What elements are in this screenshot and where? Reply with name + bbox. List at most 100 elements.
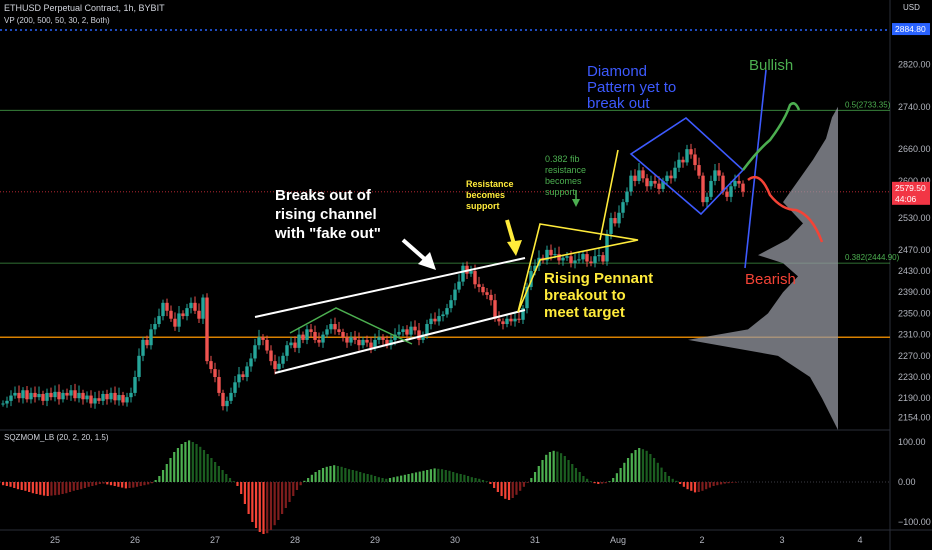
- candle-body: [49, 392, 53, 398]
- momentum-bar: [723, 482, 726, 484]
- momentum-bar: [20, 482, 23, 490]
- candle-body: [517, 318, 521, 320]
- candle-body: [305, 329, 309, 340]
- momentum-bar: [42, 482, 46, 496]
- candle-body: [637, 170, 641, 181]
- momentum-bar: [418, 471, 421, 482]
- candle-body: [441, 314, 445, 317]
- candle-body: [545, 249, 549, 261]
- price-tick-label: 2530.00: [898, 213, 931, 223]
- momentum-bar: [344, 468, 347, 482]
- yellow-arrow-shaft: [505, 219, 516, 245]
- time-tick-label: Aug: [610, 535, 626, 545]
- price-tick-label: 2820.00: [898, 59, 931, 69]
- annotation-diamond: break out: [587, 95, 650, 112]
- momentum-bar: [444, 470, 447, 482]
- momentum-bar: [556, 451, 559, 482]
- momentum-bar: [608, 481, 611, 482]
- annotation-pennant: Rising Pennant: [544, 270, 653, 287]
- annotation-bullish: Bullish: [749, 57, 793, 74]
- candle-body: [633, 175, 637, 181]
- momentum-bar: [299, 482, 302, 486]
- candle-body: [269, 350, 273, 362]
- momentum-bar: [630, 453, 633, 482]
- candle-body: [401, 329, 405, 332]
- momentum-bar: [504, 482, 507, 499]
- momentum-bar: [653, 458, 656, 482]
- momentum-bar: [411, 473, 414, 482]
- momentum-bar: [139, 482, 142, 486]
- momentum-bar: [734, 482, 738, 483]
- momentum-bar: [87, 482, 90, 487]
- price-tick-label: 2430.00: [898, 266, 931, 276]
- candle-body: [741, 183, 745, 192]
- momentum-bar: [667, 476, 671, 482]
- momentum-bar: [340, 466, 343, 482]
- annotation-fib: resistance: [545, 165, 586, 175]
- momentum-bar: [362, 473, 366, 482]
- momentum-bar: [165, 464, 168, 482]
- momentum-bar: [288, 482, 291, 502]
- candle-body: [177, 313, 181, 327]
- momentum-bar: [2, 482, 5, 486]
- diamond-pattern: [629, 116, 745, 216]
- momentum-bar: [437, 468, 440, 482]
- momentum-bar: [31, 482, 34, 494]
- price-tick-label: 2740.00: [898, 102, 931, 112]
- candle-body: [561, 257, 565, 261]
- candle-body: [61, 392, 65, 400]
- candle-body: [245, 366, 249, 378]
- candle-body: [593, 256, 597, 264]
- candle-body: [193, 302, 197, 311]
- candle-body: [725, 191, 729, 197]
- momentum-bar: [374, 476, 377, 482]
- momentum-bar: [65, 482, 68, 494]
- candle-body: [337, 329, 341, 332]
- annotation-diamond: Diamond: [587, 63, 647, 80]
- candle-body: [217, 377, 221, 393]
- momentum-indicator-label: SQZMOM_LB (20, 2, 20, 1.5): [4, 433, 109, 442]
- momentum-bar: [150, 482, 153, 484]
- momentum-bar: [526, 482, 529, 483]
- price-tick-label: 2600.00: [898, 176, 931, 186]
- candle-body: [301, 334, 305, 340]
- momentum-bar: [225, 474, 228, 482]
- momentum-bar: [124, 482, 127, 489]
- momentum-bar: [545, 454, 548, 482]
- momentum-bar: [247, 482, 250, 514]
- candle-body: [285, 345, 289, 356]
- candle-body: [509, 318, 513, 322]
- time-tick-label: 29: [370, 535, 380, 545]
- candle-body: [621, 202, 625, 213]
- candle-body: [289, 342, 293, 346]
- momentum-bar: [329, 466, 332, 482]
- annotation-diamond: Pattern yet to: [587, 79, 676, 96]
- candle-body: [161, 302, 165, 317]
- momentum-bar: [619, 468, 622, 482]
- candle-body: [605, 233, 609, 262]
- momentum-bar: [13, 482, 16, 488]
- momentum-bar: [656, 462, 659, 482]
- candle-body: [317, 339, 321, 343]
- momentum-bar: [232, 481, 235, 482]
- momentum-bar: [277, 482, 280, 520]
- candle-body: [137, 355, 141, 378]
- momentum-bar: [705, 482, 708, 490]
- annotation-fib: support: [545, 187, 576, 197]
- candle-body: [117, 395, 121, 401]
- candle-body: [57, 391, 61, 400]
- momentum-bar: [106, 482, 109, 485]
- momentum-bar: [57, 482, 60, 495]
- candle-body: [209, 361, 213, 370]
- momentum-bar: [671, 478, 674, 482]
- candle-body: [293, 342, 297, 348]
- indicator-tick-label: −100.00: [898, 517, 931, 527]
- candle-body: [701, 175, 705, 203]
- candle-body: [601, 255, 605, 262]
- candle-body: [361, 339, 365, 346]
- channel-lower-line: [274, 309, 526, 374]
- momentum-bar: [266, 482, 269, 534]
- candle-body: [353, 337, 357, 340]
- green-arrow-head: [572, 199, 580, 207]
